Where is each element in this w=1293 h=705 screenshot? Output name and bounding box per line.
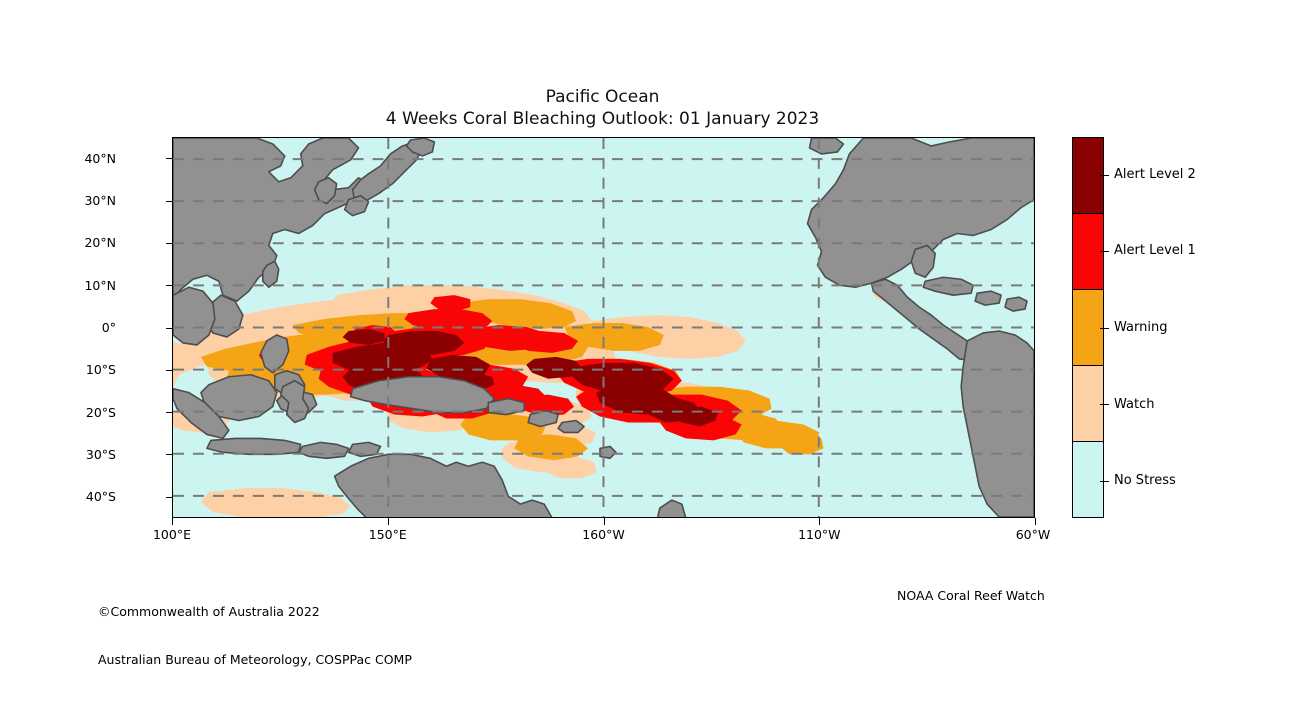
x-tick-100e xyxy=(172,518,173,525)
x-tick-60w xyxy=(1035,518,1036,525)
y-tick-10s xyxy=(166,369,173,371)
y-label-20n: 20°N xyxy=(84,235,116,251)
legend-label-no-stress: No Stress xyxy=(1114,473,1176,488)
footer-copyright: ©Commonwealth of Australia 2022 xyxy=(98,604,320,619)
y-label-40s: 40°S xyxy=(85,489,116,505)
footer-agency: Australian Bureau of Meteorology, COSPPa… xyxy=(98,652,412,667)
y-label-40n: 40°N xyxy=(84,150,116,166)
legend-swatch-watch xyxy=(1073,365,1103,441)
y-tick-20s xyxy=(166,412,173,414)
y-tick-40n xyxy=(166,158,173,160)
y-tick-30n xyxy=(166,200,173,202)
footer-attribution: ©Commonwealth of Australia 2022 Australi… xyxy=(98,572,412,700)
legend-label-alert-level-1: Alert Level 1 xyxy=(1114,243,1196,258)
map-canvas xyxy=(173,138,1034,517)
legend-tick-alert-level-2 xyxy=(1100,175,1109,176)
title-line-1: Pacific Ocean xyxy=(545,87,660,107)
x-label-100e: 100°E xyxy=(152,527,191,542)
x-label-160w: 160°W xyxy=(582,527,625,542)
y-tick-40s xyxy=(166,496,173,498)
x-tick-110w xyxy=(819,518,821,525)
y-label-30n: 30°N xyxy=(84,193,116,208)
legend-tick-warning xyxy=(1100,328,1109,329)
x-tick-160w xyxy=(603,518,605,525)
legend-colorbar[interactable] xyxy=(1072,137,1104,518)
y-label-10s: 10°S xyxy=(85,362,116,378)
y-tick-20n xyxy=(166,242,173,244)
y-tick-10n xyxy=(166,285,173,287)
x-tick-150e xyxy=(387,518,389,525)
y-label-10n: 10°N xyxy=(84,277,116,293)
legend-swatch-alert-level-2 xyxy=(1073,138,1103,213)
title-line-2: 4 Weeks Coral Bleaching Outlook: 01 Janu… xyxy=(385,109,820,129)
y-label-0: 0° xyxy=(101,320,116,335)
legend-swatch-no-stress xyxy=(1073,441,1103,517)
map-panel[interactable] xyxy=(172,137,1035,518)
legend-label-warning: Warning xyxy=(1114,320,1168,335)
legend-tick-watch xyxy=(1100,404,1109,405)
legend-tick-no-stress xyxy=(1100,481,1109,482)
legend-label-watch: Watch xyxy=(1114,397,1155,412)
x-label-150e: 150°E xyxy=(368,527,407,542)
legend-tick-alert-level-1 xyxy=(1100,251,1109,252)
gridlines xyxy=(173,138,1034,517)
y-tick-30s xyxy=(166,454,173,456)
x-label-60w: 60°W xyxy=(1015,527,1051,542)
legend-swatch-warning xyxy=(1073,289,1103,365)
figure-title: Pacific Ocean 4 Weeks Coral Bleaching Ou… xyxy=(0,86,1205,130)
x-label-110w: 110°W xyxy=(798,527,841,542)
y-tick-0 xyxy=(166,327,173,329)
footer-source: NOAA Coral Reef Watch xyxy=(897,588,1045,603)
y-label-20s: 20°S xyxy=(85,404,116,420)
legend-swatch-alert-level-1 xyxy=(1073,213,1103,289)
legend-label-alert-level-2: Alert Level 2 xyxy=(1114,167,1196,182)
y-label-30s: 30°S xyxy=(85,446,116,462)
